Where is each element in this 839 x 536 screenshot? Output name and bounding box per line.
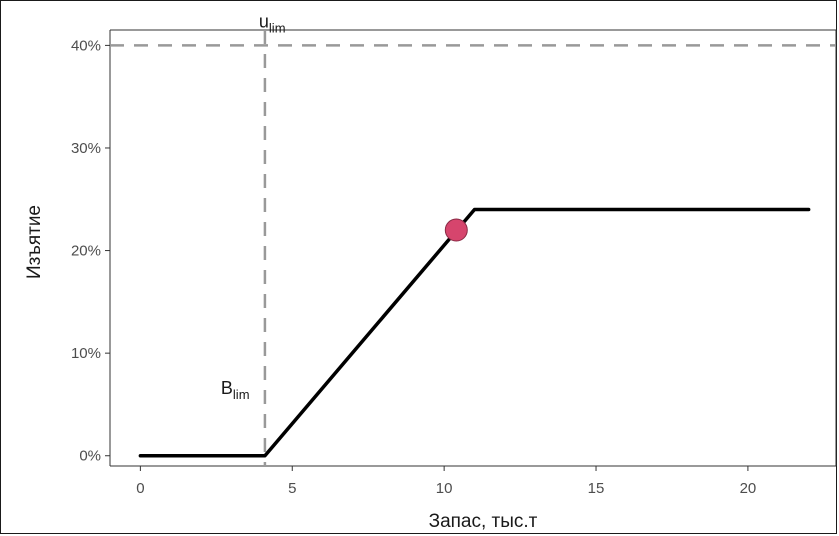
b-lim-main: B [221,378,233,398]
x-tick-label: 10 [436,480,453,497]
annotations: Blim ulim [221,11,286,402]
u-lim-main: u [259,11,269,31]
x-axis-title: Запас, тыс.т [429,511,538,532]
x-ticks: 0 5 10 15 20 [136,466,756,497]
current-state-point [444,218,468,242]
b-lim-sub: lim [233,387,250,402]
b-lim-annotation: Blim [221,378,250,402]
harvest-rule-line [138,207,811,458]
y-tick-label: 20% [71,243,101,260]
y-tick-label: 10% [71,345,101,362]
axes [109,29,837,467]
y-tick-label: 0% [79,448,101,465]
x-tick-label: 20 [740,480,757,497]
y-ticks: 0% 10% 20% 30% 40% [71,37,110,465]
x-tick-label: 15 [588,480,605,497]
y-axis-title: Изъятие [24,205,45,279]
series [138,207,811,458]
y-tick-label: 40% [71,37,101,54]
x-tick-label: 5 [288,480,296,497]
u-lim-annotation: ulim [259,11,286,35]
x-tick-label: 0 [136,480,144,497]
y-tick-label: 30% [71,140,101,157]
u-lim-sub: lim [269,20,286,35]
reference-lines [110,30,836,466]
